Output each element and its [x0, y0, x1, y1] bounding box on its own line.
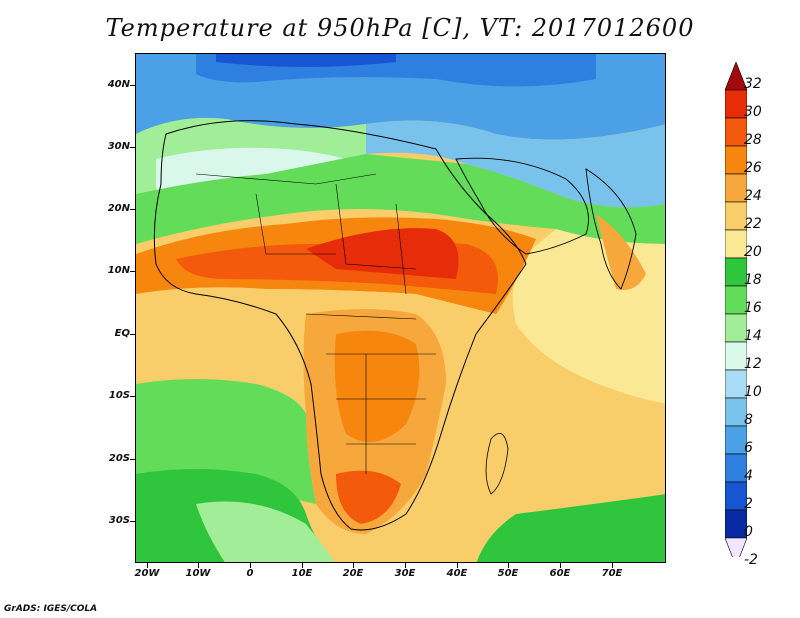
- africa-coastline: [153, 120, 527, 531]
- colorbar-label: 4: [744, 468, 753, 484]
- southern-africa-hot: [334, 330, 420, 442]
- colorbar-label: 6: [744, 440, 753, 456]
- madagascar: [485, 432, 509, 495]
- lon-label: 70E: [601, 568, 623, 579]
- lat-label: 10N: [107, 265, 130, 276]
- lon-label: 60E: [549, 568, 571, 579]
- middle-east-cool: [366, 120, 665, 208]
- lat-tick: [130, 147, 135, 148]
- south-indian-green: [476, 494, 665, 562]
- colorbar-label: 20: [744, 244, 762, 260]
- colorbar-label: 22: [744, 216, 762, 232]
- lat-tick: [130, 209, 135, 210]
- colorbar-label: 30: [744, 104, 762, 120]
- colorbar-label: 16: [744, 300, 762, 316]
- lon-tick: [198, 563, 199, 568]
- lon-label: 40E: [446, 568, 468, 579]
- colorbar-label: 12: [744, 356, 762, 372]
- lat-tick: [130, 396, 135, 397]
- colorbar-label: 10: [744, 384, 762, 400]
- colorbar-label: 14: [744, 328, 762, 344]
- colorbar-label: 24: [744, 188, 762, 204]
- lon-tick: [147, 563, 148, 568]
- lon-label: 0: [246, 568, 254, 579]
- sahel-green: [136, 154, 665, 244]
- lat-label: 20N: [107, 203, 130, 214]
- lon-tick: [353, 563, 354, 568]
- lon-tick: [405, 563, 406, 568]
- lon-tick: [302, 563, 303, 568]
- arabia-outline: [455, 157, 589, 255]
- lat-tick: [130, 459, 135, 460]
- south-atlantic-pale: [196, 501, 335, 562]
- lat-label: 20S: [108, 453, 130, 464]
- lat-tick: [130, 85, 135, 86]
- lat-label: 10S: [108, 390, 130, 401]
- lon-tick: [457, 563, 458, 568]
- map-svg: [136, 54, 665, 562]
- credit-text: GrADS: IGES/COLA: [4, 604, 98, 614]
- colorbar-label: 18: [744, 272, 762, 288]
- colorbar-bottom-triangle: [725, 537, 747, 557]
- lon-tick: [612, 563, 613, 568]
- lon-label: 30E: [394, 568, 416, 579]
- lat-label: EQ: [114, 328, 130, 339]
- lat-label: 30N: [107, 141, 130, 152]
- colorbar-label: 0: [744, 524, 753, 540]
- map-title: Temperature at 950hPa [C], VT: 201701260…: [105, 14, 695, 42]
- colorbar-label: 28: [744, 132, 762, 148]
- lat-label: 30S: [108, 515, 130, 526]
- lat-tick: [130, 334, 135, 335]
- coldest-region: [216, 54, 396, 67]
- colorbar-label: 26: [744, 160, 762, 176]
- lon-label: 10E: [291, 568, 313, 579]
- lon-label: 10W: [185, 568, 211, 579]
- colorbar-label: 32: [744, 76, 762, 92]
- country-borders: [195, 173, 436, 474]
- colorbar-label: 2: [744, 496, 753, 512]
- sahel-hottest: [306, 228, 459, 279]
- india-outline: [585, 168, 637, 290]
- lat-tick: [130, 521, 135, 522]
- colorbar: [725, 62, 747, 557]
- lon-tick: [250, 563, 251, 568]
- colorbar-label: -2: [744, 552, 758, 568]
- lat-tick: [130, 271, 135, 272]
- india-warm: [596, 214, 646, 290]
- kalahari-hot: [336, 470, 401, 524]
- colorbar-label: 8: [744, 412, 753, 428]
- lon-label: 50E: [497, 568, 519, 579]
- lon-tick: [560, 563, 561, 568]
- lon-tick: [508, 563, 509, 568]
- lon-label: 20W: [134, 568, 160, 579]
- lat-label: 40N: [107, 79, 130, 90]
- lon-label: 20E: [342, 568, 364, 579]
- temperature-map: [135, 53, 666, 563]
